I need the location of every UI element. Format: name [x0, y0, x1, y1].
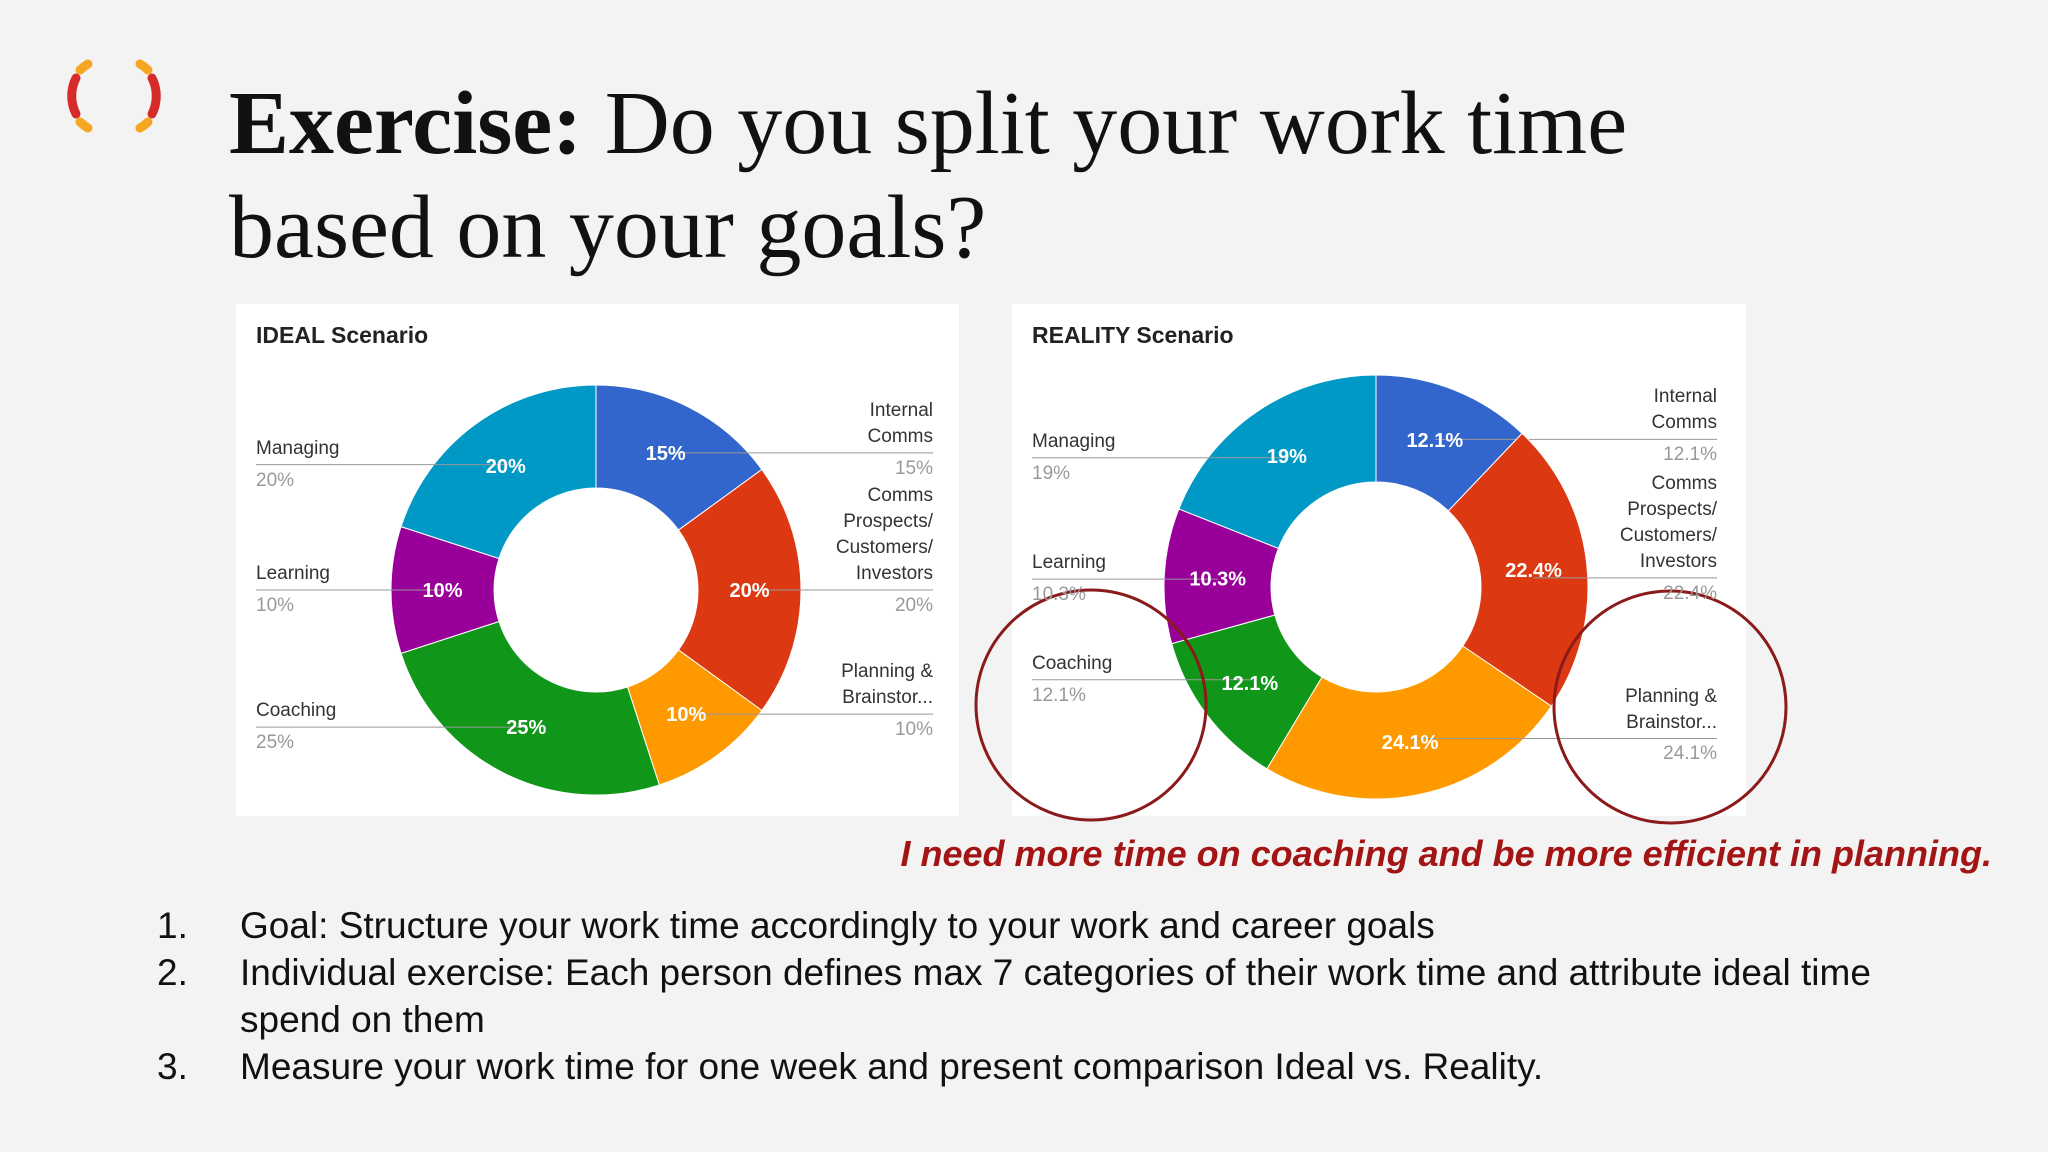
- legend-label: Internal Comms: [1651, 386, 1717, 434]
- slice-label: 25%: [506, 717, 546, 739]
- slice: [595, 384, 763, 531]
- title: Exercise: Do you split your work time ba…: [229, 72, 1829, 280]
- slice-label: 12.1%: [1406, 430, 1463, 452]
- legend-label: Managing: [256, 437, 340, 459]
- chart-title: REALITY Scenario: [1032, 322, 1234, 348]
- list: 1. Goal: Structure your work time accordi…: [157, 902, 1917, 1090]
- chart-title: IDEAL Scenario: [256, 322, 429, 348]
- slice-label: 10%: [666, 704, 706, 726]
- legend-value: 20%: [894, 595, 933, 616]
- legend-value: 20%: [256, 469, 295, 491]
- slice-label: 20%: [486, 456, 526, 478]
- title-bold: Exercise:: [229, 74, 583, 173]
- slice-label: 15%: [646, 443, 686, 465]
- legend-value: 10%: [256, 595, 295, 616]
- legend-label: Planning & Brainstor...: [1625, 685, 1717, 733]
- legend-label: Learning: [256, 563, 330, 584]
- charts: 15% 20% 10% 25% 10% 20% 12.1% 22.4% 24.1% 12.1% 10…: [256, 374, 1717, 800]
- highlight-circle: [974, 588, 1208, 822]
- legend-value: 12.1%: [1663, 444, 1717, 466]
- list-item: 3. Measure your work time for one week an…: [157, 1043, 1917, 1090]
- legend-value: 24.1%: [1663, 743, 1717, 765]
- note: I need more time on coaching and be more…: [901, 833, 1993, 874]
- legend-value: 12.1%: [1032, 684, 1086, 706]
- title-text: Do you split your work time based on you…: [229, 74, 1628, 277]
- list-text: Individual exercise: Each person defines…: [240, 952, 1871, 1040]
- legend-value: 19%: [1032, 462, 1071, 484]
- slice-label: 10%: [422, 580, 462, 602]
- legend-value: 10.3%: [1032, 584, 1086, 606]
- slice: [677, 468, 802, 712]
- legend-label: Internal Comms: [867, 399, 933, 447]
- slice: [400, 384, 597, 560]
- legend-value: 22.4%: [1663, 582, 1717, 604]
- slice: [1266, 645, 1553, 800]
- legend-label: Coaching: [256, 700, 337, 722]
- slice: [400, 620, 660, 796]
- list-text: Measure your work time for one week and …: [240, 1046, 1544, 1087]
- list-number: 1.: [157, 905, 188, 946]
- slice-label: 24.1%: [1382, 732, 1439, 754]
- logo: [67, 59, 161, 133]
- legend-label: Managing: [1032, 430, 1116, 452]
- slice-label: 20%: [729, 580, 769, 602]
- highlight-circle: [1552, 589, 1788, 825]
- legend-value: 25%: [256, 732, 295, 754]
- slice-label: 10.3%: [1189, 569, 1246, 591]
- legend-label: Planning & Brainstor...: [841, 661, 933, 709]
- slice: [1178, 374, 1377, 549]
- legend-label: Learning: [1032, 552, 1106, 574]
- list-text: Goal: Structure your work time according…: [240, 905, 1435, 946]
- list-number: 2.: [157, 952, 188, 993]
- legend-label: Comms Prospects/ Customers/ Investors: [1619, 472, 1717, 572]
- slice-label: 19%: [1267, 446, 1307, 468]
- legend-value: 15%: [894, 457, 933, 479]
- slice: [1447, 432, 1589, 707]
- legend-label: Coaching: [1032, 652, 1113, 674]
- list-item: 1. Goal: Structure your work time accordi…: [157, 902, 1917, 949]
- legend-label: Comms Prospects/ Customers/ Investors: [835, 485, 933, 584]
- slice-label: 12.1%: [1221, 673, 1278, 695]
- legend-value: 10%: [894, 719, 933, 741]
- list-number: 3.: [157, 1046, 188, 1087]
- list-item: 2. Individual exercise: Each person defin…: [157, 949, 1917, 1043]
- slice-label: 22.4%: [1505, 560, 1562, 582]
